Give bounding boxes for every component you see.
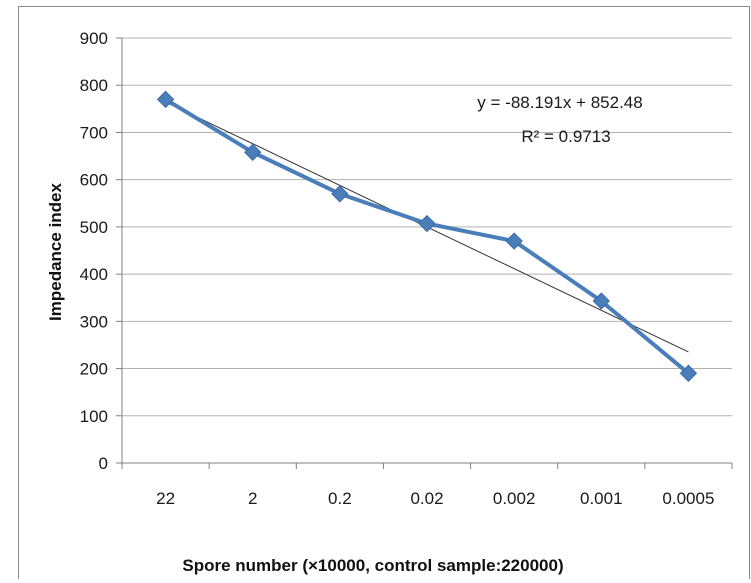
x-tick-label: 0.2 [328,489,352,508]
axes [116,37,733,469]
data-point [156,90,175,109]
data-point [418,214,436,233]
y-tick-label: 800 [80,76,108,95]
x-tick-label: 0.02 [410,489,443,508]
trendline-equation: y = -88.191x + 852.48 [477,93,642,112]
x-tick-label: 22 [156,489,175,508]
y-axis-title: Impedance index [46,182,65,320]
chart-frame [18,6,750,579]
y-tick-label: 300 [80,312,108,331]
x-tick-label: 0.002 [493,489,536,508]
y-tick-label: 0 [99,454,108,473]
y-tick-label: 400 [80,265,108,284]
x-tick-label: 0.001 [580,489,623,508]
y-tick-label: 100 [80,407,108,426]
x-tick-label: 2 [248,489,257,508]
y-tick-label: 500 [80,218,108,237]
x-tick-label: 0.0005 [662,489,714,508]
series-layer [156,90,698,382]
data-point [244,143,262,161]
data-point [331,185,349,203]
y-tick-label: 900 [80,29,108,48]
data-point [505,232,523,250]
data-point [592,292,610,310]
x-axis-title: Spore number (×10000, control sample:220… [182,556,563,575]
data-point [679,364,698,382]
y-tick-label: 600 [80,171,108,190]
y-tick-label: 700 [80,123,108,142]
y-tick-label: 200 [80,360,108,379]
trendline-r-squared: R² = 0.9713 [521,127,610,146]
